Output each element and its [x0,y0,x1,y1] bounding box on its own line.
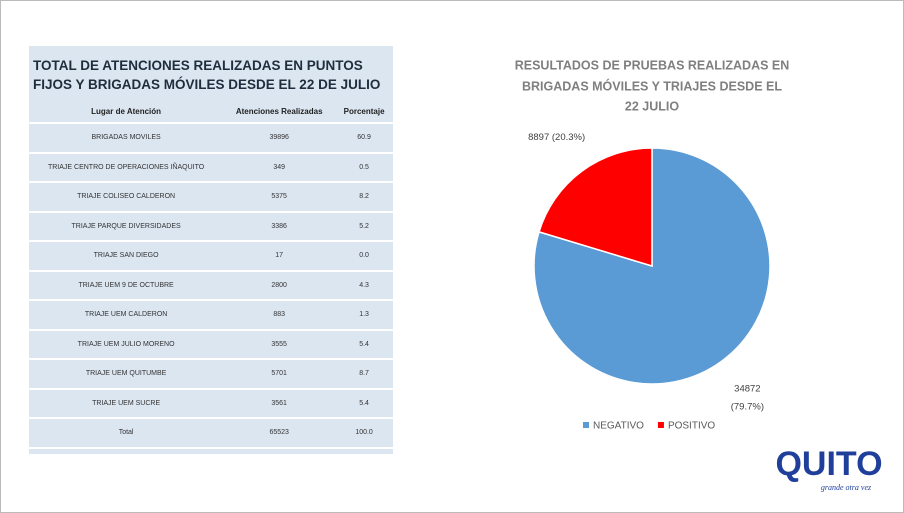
table-cell: TRIAJE CENTRO DE OPERACIONES IÑAQUITO [29,152,224,183]
table-row: TRIAJE COLISEO CALDERON 5375 8.2 [29,182,393,213]
table-cell: 8.2 [335,182,393,213]
chart-title: BRIGADAS MÓVILES Y TRIAJES DESDE EL [522,78,782,93]
table-cell: 0.5 [335,152,393,183]
table-cell: TRIAJE COLISEO CALDERON [29,182,224,213]
table-cell: TRIAJE SAN DIEGO [29,241,224,272]
table-cell: TRIAJE UEM QUITUMBE [29,359,224,390]
table-cell: 5.2 [335,211,393,242]
table-row: Total 65523 100.0 [29,418,393,449]
table-cell: 60.9 [335,123,393,154]
pie-slice [538,147,653,268]
table-cell: Lugar de Atención [29,100,224,124]
table-cell: 17 [223,241,336,272]
table: Lugar de Atención Atenciones Realizadas Po… [29,100,393,449]
table-row: TRIAJE UEM CALDERON 883 1.3 [29,300,393,331]
table-cell: Atenciones Realizadas [223,100,336,124]
table-cell: 3561 [223,388,336,419]
table-row: TRIAJE UEM 9 DE OCTUBRE 2800 4.3 [29,270,393,301]
table-row: TRIAJE UEM JULIO MORENO 3555 5.4 [29,329,393,360]
table-cell: TRIAJE UEM JULIO MORENO [29,329,224,360]
table-cell: 4.3 [335,270,393,301]
table-cell: TRIAJE PARQUE DIVERSIDADES [29,211,224,242]
table-cell: TRIAJE UEM CALDERON [29,300,224,331]
table-row: TRIAJE CENTRO DE OPERACIONES IÑAQUITO 349… [29,152,393,183]
table-row: TRIAJE UEM QUITUMBE 5701 8.7 [29,359,393,390]
title-line: TOTAL DE ATENCIONES REALIZADAS EN PUNTOS [33,58,363,73]
legend-label: POSITIVO [668,421,715,432]
table-cell: 8.7 [335,359,393,390]
chart-title: 22 JULIO [625,99,679,113]
table-row: TRIAJE PARQUE DIVERSIDADES 3386 5.2 [29,211,393,242]
table-cell: 5.4 [335,388,393,419]
table-cell: 3386 [223,211,336,242]
table-cell: 5.4 [335,329,393,360]
table-cell: 3555 [223,329,336,360]
legend-label: NEGATIVO [593,421,644,432]
logo: QUITO [775,445,882,483]
table-cell: Porcentaje [335,100,393,124]
legend-swatch [583,422,589,428]
table-cell: 5701 [223,359,336,390]
table-cell: Total [29,418,224,449]
legend-swatch [657,422,664,428]
table-cell: 2800 [223,270,336,301]
pie-slice [533,147,771,385]
table-cell: TRIAJE UEM SUCRE [29,388,224,419]
chart-title: RESULTADOS DE PRUEBAS REALIZADAS EN [515,58,790,72]
title-line: FIJOS Y BRIGADAS MÓVILES DESDE EL 22 DE … [33,77,381,92]
table-cell: TRIAJE UEM 9 DE OCTUBRE [29,270,224,301]
table-title: TOTAL DE ATENCIONES REALIZADAS EN PUNTOS… [29,46,393,94]
table-cell: BRIGADAS MOVILES [29,123,224,154]
table-cell: 883 [223,300,336,331]
label-line: (79.7%) [731,401,764,412]
logo-tagline: grande otra vez [821,483,872,492]
table-cell: 65523 [223,418,336,449]
table-row: TRIAJE UEM SUCRE 3561 5.4 [29,388,393,419]
table-row: BRIGADAS MOVILES 39896 60.9 [29,123,393,154]
table-row: Lugar de Atención Atenciones Realizadas Po… [29,100,393,124]
table-cell: 0.0 [335,241,393,272]
table-cell: 100.0 [335,418,393,449]
table-panel: TOTAL DE ATENCIONES REALIZADAS EN PUNTOS… [29,46,393,454]
table-cell: 349 [223,152,336,183]
label-line: 34872 [734,383,760,394]
table-cell: 39896 [223,123,336,154]
data-label: 34872 (79.7%) [731,383,764,412]
table-row: TRIAJE SAN DIEGO 17 0.0 [29,241,393,272]
table-cell: 1.3 [335,300,393,331]
data-label: 8897 (20.3%) [528,132,585,143]
table-cell: 5375 [223,182,336,213]
